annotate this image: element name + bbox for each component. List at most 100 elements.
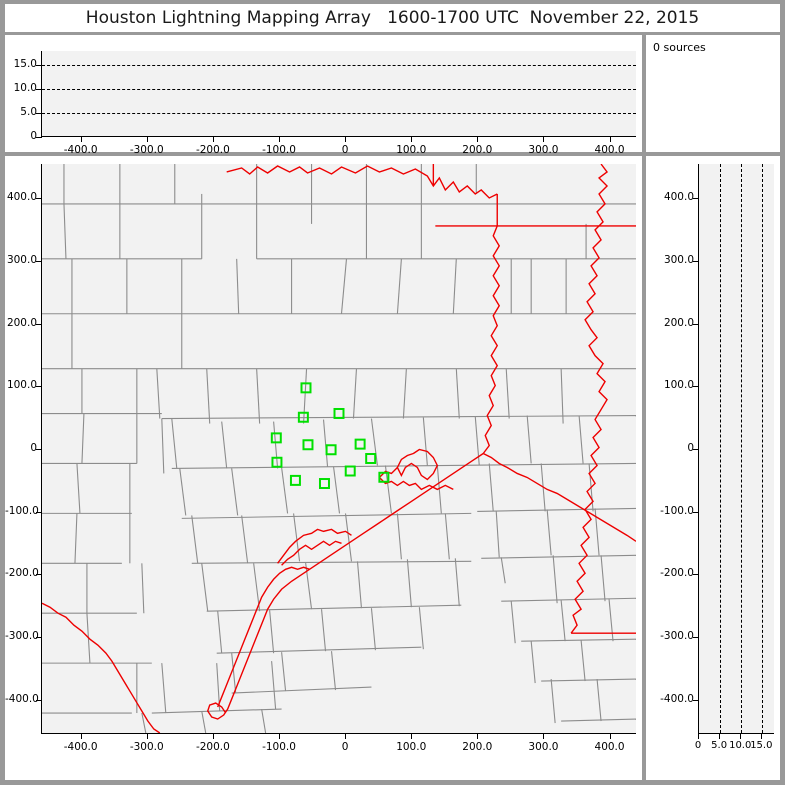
x-tick-mark-0 — [698, 734, 699, 739]
y-tick-label-3: 100.0 — [663, 379, 694, 392]
x-tick-label-8: 400.0 — [594, 741, 625, 753]
station-marker[interactable] — [297, 411, 309, 423]
x-tick-mark-2 — [212, 137, 214, 142]
x-tick-label-5: 100.0 — [396, 741, 427, 753]
x-tick-mark-5 — [411, 137, 413, 142]
y-tick-label-2: 200.0 — [6, 316, 37, 329]
y-tick-mark-3 — [693, 386, 699, 388]
x-tick-mark-7 — [543, 734, 545, 739]
y-tick-mark-4 — [693, 449, 699, 450]
county-boundaries-layer — [42, 164, 636, 733]
y-tick-label-2: 10.0 — [13, 82, 37, 95]
x-tick-mark-2 — [740, 734, 742, 739]
y-tick-label-4: 0 — [30, 442, 37, 454]
y-tick-label-7: -300.0 — [660, 629, 694, 642]
y-tick-mark-8 — [693, 699, 699, 701]
x-tick-mark-1 — [719, 734, 721, 739]
gridline-y-1 — [42, 89, 636, 91]
station-marker[interactable] — [270, 432, 282, 444]
y-tick-mark-7 — [693, 636, 699, 638]
y-tick-label-0: 400.0 — [663, 191, 694, 204]
x-tick-label-4: 0 — [341, 741, 349, 753]
y-tick-label-1: 300.0 — [6, 254, 37, 267]
station-marker[interactable] — [344, 465, 356, 477]
y-tick-mark-1 — [36, 261, 42, 263]
station-marker[interactable] — [365, 453, 377, 464]
y-tick-label-5: -100.0 — [660, 504, 694, 517]
station-marker[interactable] — [289, 474, 301, 486]
station-marker[interactable] — [302, 439, 314, 451]
plan-view-map-plot-area[interactable] — [41, 164, 636, 734]
x-tick-label-3: -100.0 — [262, 144, 296, 156]
y-tick-mark-3 — [36, 65, 42, 67]
altitude-vs-east-west-panel: 0 5.0 10.0 15.0 -400.0 -300.0 -200.0 -100.0 0 10… — [5, 35, 642, 156]
station-marker[interactable] — [325, 444, 337, 456]
x-tick-label-2: -200.0 — [195, 144, 230, 156]
x-tick-label-1: -300.0 — [129, 741, 164, 753]
station-marker[interactable] — [318, 478, 330, 490]
station-marker[interactable] — [378, 471, 390, 483]
y-tick-label-1: 300.0 — [663, 254, 694, 267]
x-tick-label-7: 300.0 — [528, 144, 559, 156]
station-marker[interactable] — [271, 456, 283, 468]
x-tick-label-0: -400.0 — [63, 741, 98, 753]
y-tick-mark-6 — [693, 574, 699, 576]
y-tick-label-7: -300.0 — [5, 629, 39, 642]
y-tick-label-3: 15.0 — [13, 58, 37, 71]
y-tick-mark-1 — [36, 113, 42, 115]
x-tick-label-3: 15.0 — [750, 740, 773, 751]
x-tick-mark-0 — [80, 734, 82, 739]
gridline-y-2 — [42, 65, 636, 67]
x-tick-mark-4 — [345, 137, 347, 142]
y-tick-mark-2 — [36, 89, 42, 91]
state-boundaries-layer — [42, 164, 636, 733]
x-tick-label-1: -300.0 — [129, 144, 164, 156]
gridline-x-0 — [720, 164, 722, 733]
x-tick-mark-6 — [477, 734, 479, 739]
map-geography — [42, 164, 636, 733]
x-tick-mark-4 — [345, 734, 347, 739]
station-marker[interactable] — [300, 382, 312, 394]
y-tick-label-3: 100.0 — [6, 379, 37, 392]
station-markers-layer — [270, 382, 390, 490]
x-tick-mark-0 — [80, 137, 82, 142]
plan-view-map-panel: 400.0 300.0 200.0 100.0 0 -100.0 -200.0 -300.0 -… — [5, 156, 642, 780]
x-tick-mark-3 — [279, 734, 280, 739]
y-tick-mark-2 — [693, 323, 699, 325]
x-tick-mark-1 — [146, 137, 148, 142]
y-tick-label-5: -100.0 — [5, 504, 39, 517]
y-tick-mark-0 — [36, 198, 42, 200]
y-tick-label-0: 0 — [30, 130, 37, 142]
y-tick-mark-4 — [36, 449, 42, 450]
x-tick-mark-8 — [609, 137, 611, 142]
x-tick-label-6: 200.0 — [462, 741, 493, 753]
gridline-x-1 — [741, 164, 743, 733]
x-tick-mark-6 — [477, 137, 479, 142]
y-tick-label-8: -400.0 — [5, 692, 39, 705]
x-tick-label-2: -200.0 — [195, 741, 230, 753]
station-marker[interactable] — [354, 438, 366, 450]
x-tick-label-0: 0 — [694, 740, 702, 751]
x-tick-label-6: 200.0 — [462, 144, 493, 156]
x-tick-mark-2 — [212, 734, 214, 739]
x-tick-label-1: 5.0 — [711, 740, 728, 751]
x-tick-mark-3 — [761, 734, 763, 739]
x-tick-label-4: 0 — [341, 144, 349, 156]
x-tick-mark-7 — [543, 137, 545, 142]
y-tick-mark-5 — [36, 511, 42, 513]
altitude-vs-north-south-plot-area[interactable] — [698, 164, 774, 734]
y-tick-mark-5 — [693, 511, 699, 513]
altitude-vs-east-west-plot-area[interactable] — [41, 51, 636, 137]
station-marker[interactable] — [333, 407, 345, 419]
x-tick-label-0: -400.0 — [63, 144, 98, 156]
x-tick-label-8: 400.0 — [594, 144, 625, 156]
y-tick-mark-8 — [36, 699, 42, 701]
y-tick-mark-2 — [36, 323, 42, 325]
y-tick-label-6: -200.0 — [5, 567, 39, 580]
title-bar: Houston Lightning Mapping Array 1600-170… — [5, 4, 780, 32]
x-tick-label-3: -100.0 — [262, 741, 296, 753]
y-tick-label-2: 200.0 — [663, 316, 694, 329]
page-title: Houston Lightning Mapping Array 1600-170… — [85, 8, 700, 28]
y-tick-mark-1 — [693, 261, 699, 263]
